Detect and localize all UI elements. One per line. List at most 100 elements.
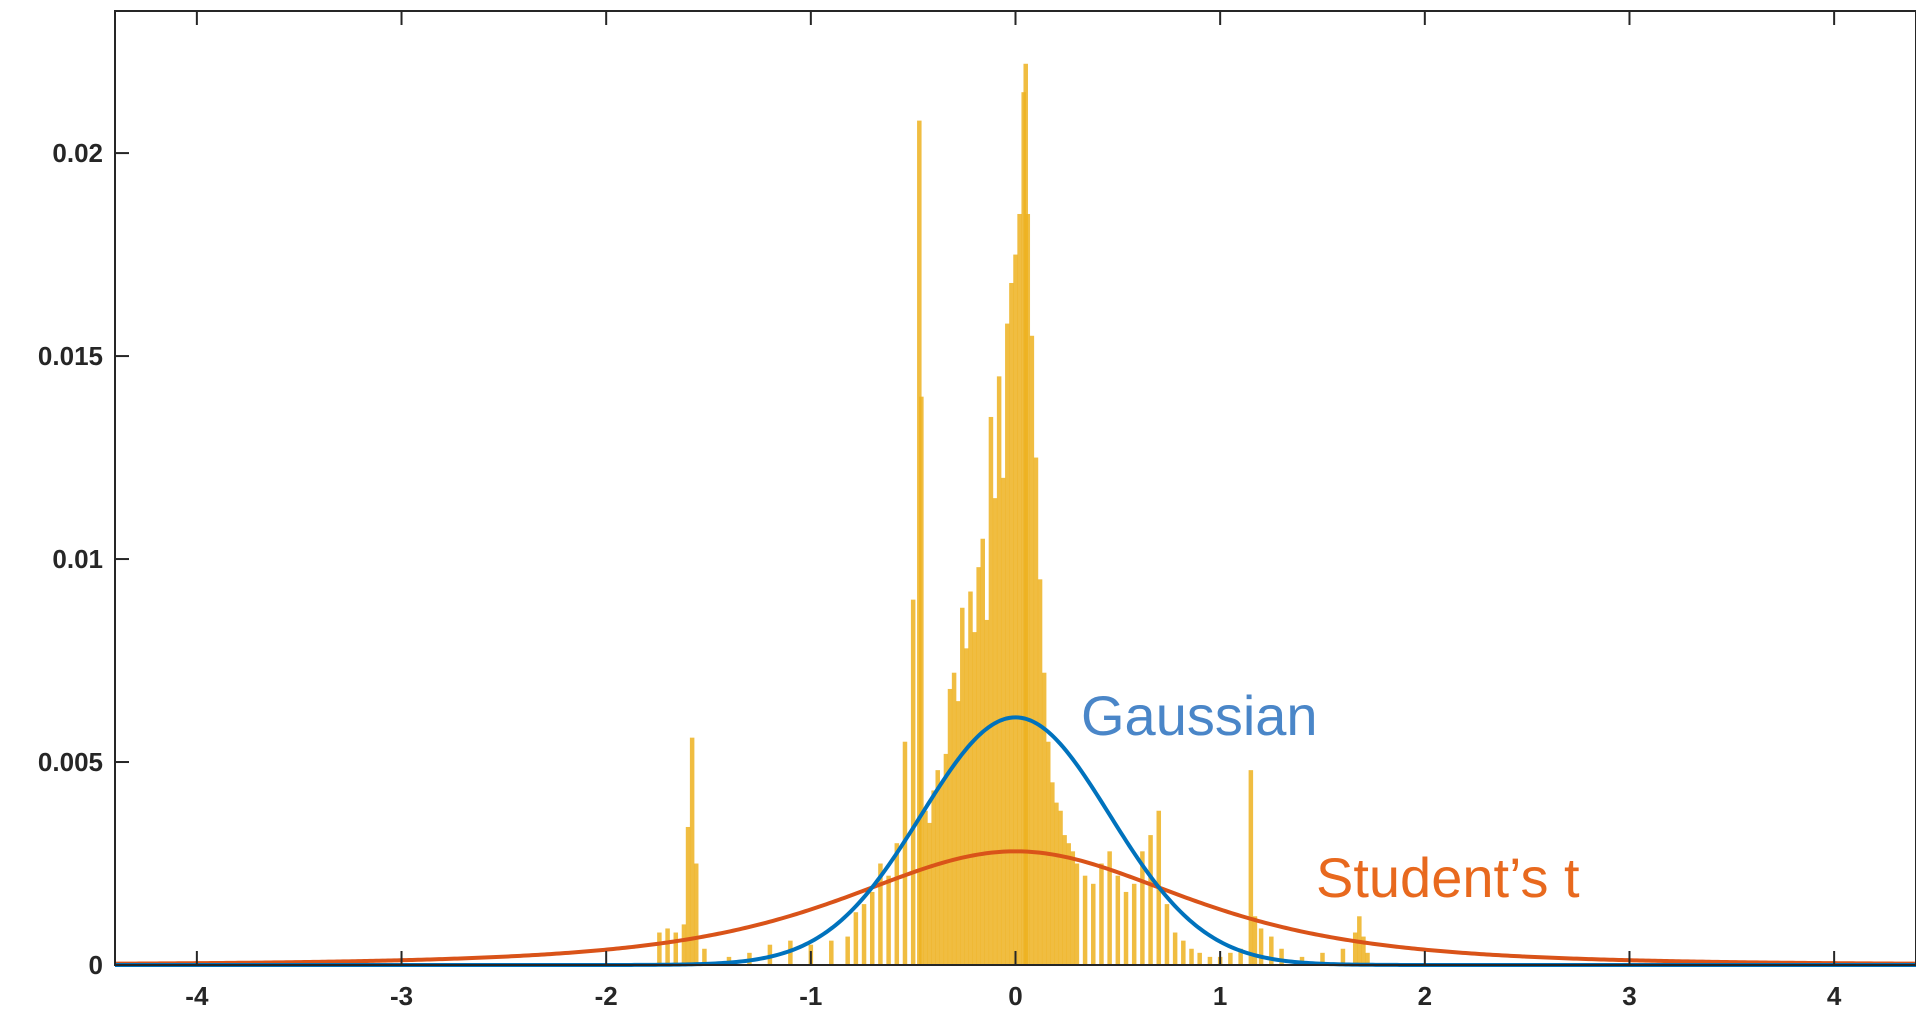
histogram-bar xyxy=(1279,948,1284,965)
x-tick-label: 4 xyxy=(1827,981,1842,1011)
histogram-bar xyxy=(886,875,891,965)
histogram-bar xyxy=(1074,863,1080,965)
histogram-bar xyxy=(1082,875,1088,965)
histogram-bar xyxy=(657,932,662,965)
histogram-bar xyxy=(1320,952,1325,965)
histogram-bar xyxy=(878,863,883,965)
histogram-bar xyxy=(673,932,679,965)
histogram-bar xyxy=(1123,891,1129,965)
histogram-bar xyxy=(1361,936,1366,965)
gaussian-label: Gaussian xyxy=(1081,684,1318,747)
y-tick-label: 0.01 xyxy=(52,544,103,574)
histogram-bar xyxy=(910,599,916,965)
y-axis-ticks: 0 0.005 0.01 0.015 0.02 xyxy=(38,138,129,980)
histogram-bar xyxy=(996,376,1002,965)
histogram-bars xyxy=(657,63,1370,966)
histogram-bar xyxy=(1140,851,1145,965)
histogram-bar xyxy=(984,619,990,965)
histogram-bar xyxy=(1164,904,1170,965)
x-tick-label: 2 xyxy=(1418,981,1432,1011)
histogram-bar xyxy=(702,948,707,965)
histogram-bar xyxy=(955,701,961,965)
histogram-bar xyxy=(685,826,691,965)
histogram-bar xyxy=(1009,282,1014,965)
histogram-bar xyxy=(1066,843,1071,965)
histogram-bar xyxy=(681,924,687,965)
x-tick-label: 0 xyxy=(1008,981,1022,1011)
histogram-bar xyxy=(1269,936,1274,965)
histogram-bar xyxy=(1029,335,1035,965)
histogram-bar xyxy=(931,790,936,965)
y-tick-label: 0.015 xyxy=(38,341,103,371)
x-tick-label: 3 xyxy=(1622,981,1636,1011)
histogram-bar xyxy=(980,538,985,965)
histogram-bar xyxy=(1005,323,1010,966)
histogram-bar xyxy=(960,607,965,965)
histogram-bar xyxy=(1340,948,1346,965)
histogram-bar xyxy=(1352,932,1358,965)
histogram-bar xyxy=(1252,916,1258,965)
histogram-bar xyxy=(943,753,949,965)
x-tick-label: -4 xyxy=(185,981,209,1011)
histogram-bar xyxy=(665,928,670,965)
histogram-bar xyxy=(1238,948,1243,965)
histogram-bar xyxy=(935,770,940,965)
histogram-bar xyxy=(861,904,867,965)
histogram-bar xyxy=(1099,863,1104,965)
x-tick-label: -2 xyxy=(595,981,618,1011)
histogram-bar xyxy=(1070,851,1076,965)
histogram-bar xyxy=(1248,770,1254,965)
histogram-bar xyxy=(976,567,981,965)
histogram-bar xyxy=(853,912,859,965)
histogram-bar xyxy=(1050,782,1055,965)
y-tick-label: 0.02 xyxy=(52,138,103,168)
histogram-bar xyxy=(1091,883,1096,965)
histogram-bar xyxy=(689,737,695,965)
histogram-bar xyxy=(902,741,908,965)
histogram-bar xyxy=(1054,802,1059,965)
histogram-bar xyxy=(1058,810,1063,965)
histogram-bar xyxy=(1197,952,1202,965)
histogram-bar xyxy=(923,810,928,965)
histogram-bar xyxy=(992,498,998,965)
histogram-bar xyxy=(1033,457,1039,965)
histogram-bar xyxy=(1258,928,1264,965)
histogram-bar xyxy=(964,648,969,965)
histogram-bar xyxy=(1041,672,1047,965)
histogram-bar xyxy=(829,940,834,965)
histogram-bar xyxy=(1115,875,1121,965)
histogram-bar xyxy=(869,891,875,965)
x-tick-label: -3 xyxy=(390,981,413,1011)
histogram-bar xyxy=(1037,579,1043,965)
histogram-bar xyxy=(894,843,900,965)
histogram-bar xyxy=(927,822,932,965)
histogram-bar xyxy=(951,672,957,965)
y-tick-label: 0.005 xyxy=(38,747,103,777)
x-tick-label: -1 xyxy=(799,981,822,1011)
histogram-bar xyxy=(845,936,850,965)
histogram-bar xyxy=(1181,940,1186,965)
histogram-bar xyxy=(1172,932,1178,965)
student-t-label: Student’s t xyxy=(1316,846,1580,909)
histogram-bar xyxy=(972,632,977,965)
histogram-bar xyxy=(1228,952,1233,965)
histogram-bar xyxy=(1207,956,1213,965)
histogram-bar xyxy=(693,863,699,965)
histogram-bar xyxy=(1013,254,1018,965)
histogram-bar xyxy=(1365,952,1370,965)
histogram-bar xyxy=(1148,835,1153,965)
histogram-bar xyxy=(939,782,945,965)
histogram-bar xyxy=(947,688,953,965)
x-axis-ticks: -4 -3 -2 -1 0 1 2 3 4 xyxy=(185,11,1842,1011)
y-tick-label: 0 xyxy=(89,950,103,980)
histogram-bar xyxy=(1062,835,1067,965)
histogram-bar xyxy=(1025,213,1031,966)
student-t-curve xyxy=(114,849,1916,966)
histogram-bar xyxy=(1189,948,1194,965)
histogram-bar xyxy=(1131,883,1137,965)
histogram-bar xyxy=(988,416,994,966)
histogram-bar xyxy=(919,396,924,965)
histogram-bar xyxy=(1017,213,1022,966)
histogram-bar xyxy=(968,591,973,965)
